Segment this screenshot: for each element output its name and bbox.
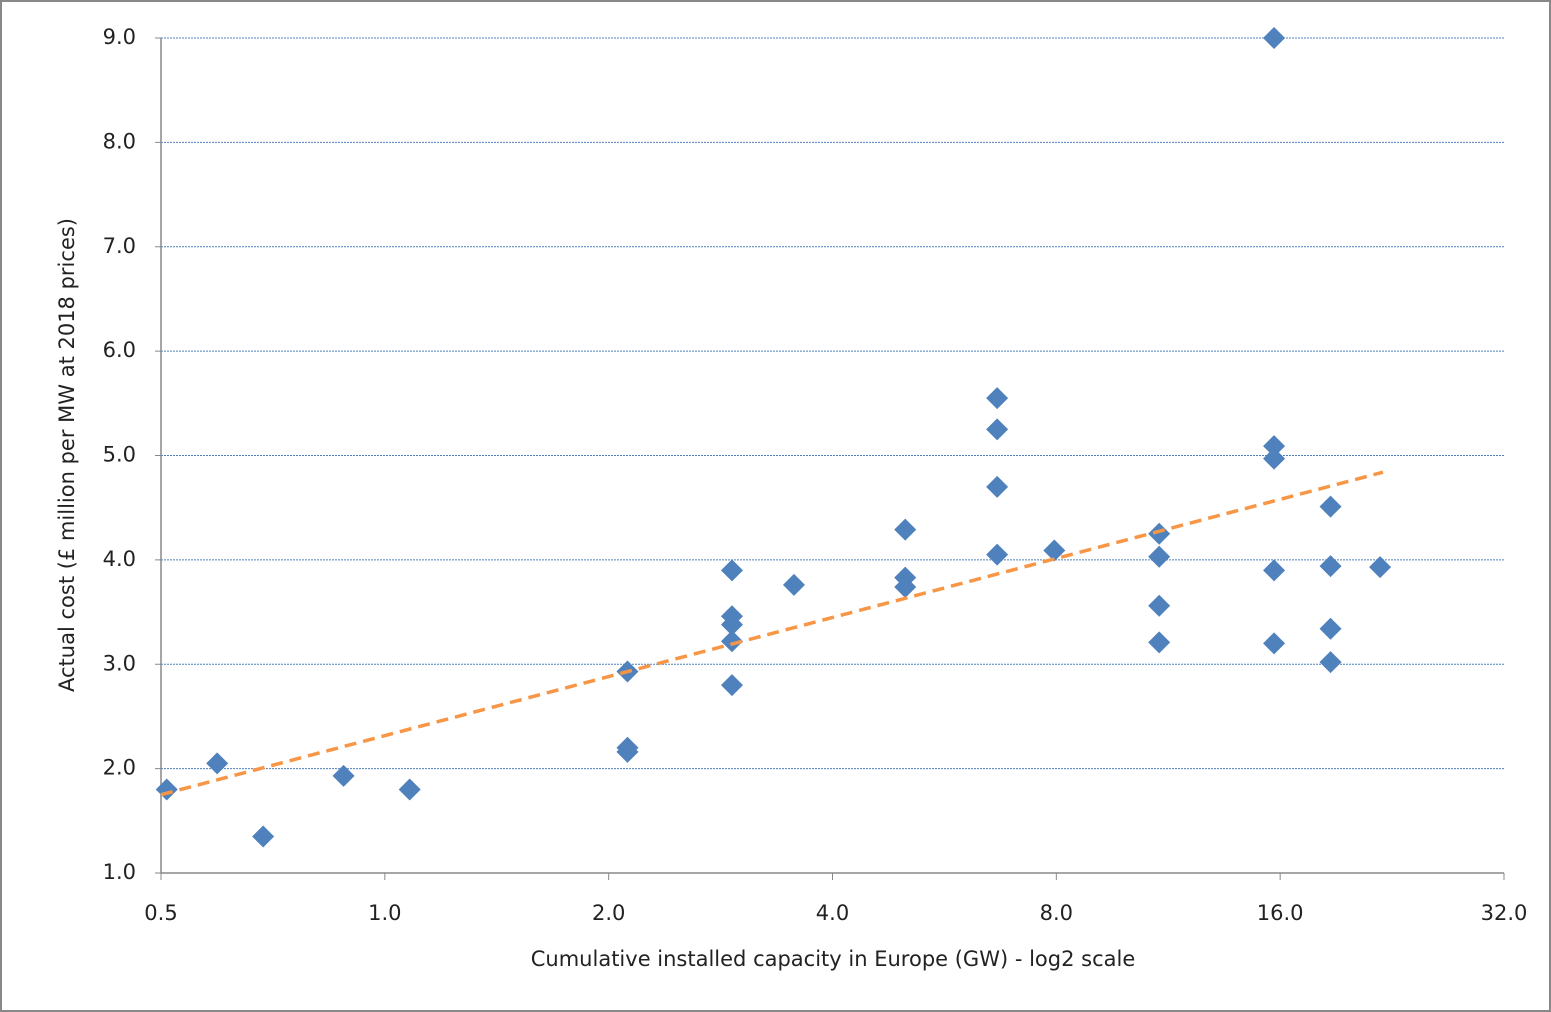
y-tick-label: 9.0 bbox=[103, 25, 136, 49]
x-tick-label: 16.0 bbox=[1257, 901, 1304, 925]
point bbox=[1148, 522, 1171, 545]
point bbox=[720, 605, 743, 628]
point bbox=[1148, 594, 1171, 617]
point bbox=[332, 764, 355, 787]
point bbox=[1263, 559, 1286, 582]
x-tick-label: 8.0 bbox=[1040, 901, 1073, 925]
point bbox=[720, 630, 743, 653]
point bbox=[1369, 556, 1392, 579]
y-axis-title: Actual cost (£ million per MW at 2018 pr… bbox=[55, 218, 79, 692]
point bbox=[1319, 495, 1342, 518]
point bbox=[1148, 631, 1171, 654]
point bbox=[986, 387, 1009, 410]
point bbox=[1043, 539, 1066, 562]
x-tick-label: 1.0 bbox=[368, 901, 401, 925]
y-tick-label: 5.0 bbox=[103, 443, 136, 467]
x-tick-label: 4.0 bbox=[816, 901, 849, 925]
trend-line bbox=[160, 470, 1384, 797]
y-tick-label: 4.0 bbox=[103, 547, 136, 571]
point bbox=[616, 740, 639, 763]
y-tick-label: 1.0 bbox=[103, 860, 136, 884]
y-tick-label: 8.0 bbox=[103, 129, 136, 153]
point bbox=[1263, 435, 1286, 458]
y-tick-label: 7.0 bbox=[103, 234, 136, 258]
x-tick-label: 2.0 bbox=[592, 901, 625, 925]
point bbox=[1319, 651, 1342, 674]
y-tick-label: 3.0 bbox=[103, 651, 136, 675]
y-tick-label: 2.0 bbox=[103, 756, 136, 780]
point bbox=[720, 674, 743, 697]
point bbox=[1263, 447, 1286, 470]
y-tick-label: 6.0 bbox=[103, 338, 136, 362]
point bbox=[986, 418, 1009, 441]
point bbox=[1263, 27, 1286, 49]
point bbox=[720, 559, 743, 582]
x-tick-label: 32.0 bbox=[1481, 901, 1528, 925]
point bbox=[1148, 545, 1171, 568]
point bbox=[986, 543, 1009, 566]
point bbox=[894, 576, 917, 599]
x-axis-title: Cumulative installed capacity in Europe … bbox=[531, 947, 1136, 971]
x-tick-label: 0.5 bbox=[144, 901, 177, 925]
point bbox=[398, 778, 421, 801]
point bbox=[252, 825, 275, 848]
point bbox=[894, 518, 917, 541]
point bbox=[206, 752, 229, 775]
point bbox=[1263, 632, 1286, 655]
point bbox=[986, 475, 1009, 498]
point bbox=[782, 573, 805, 596]
point bbox=[1319, 555, 1342, 578]
point bbox=[1319, 617, 1342, 640]
